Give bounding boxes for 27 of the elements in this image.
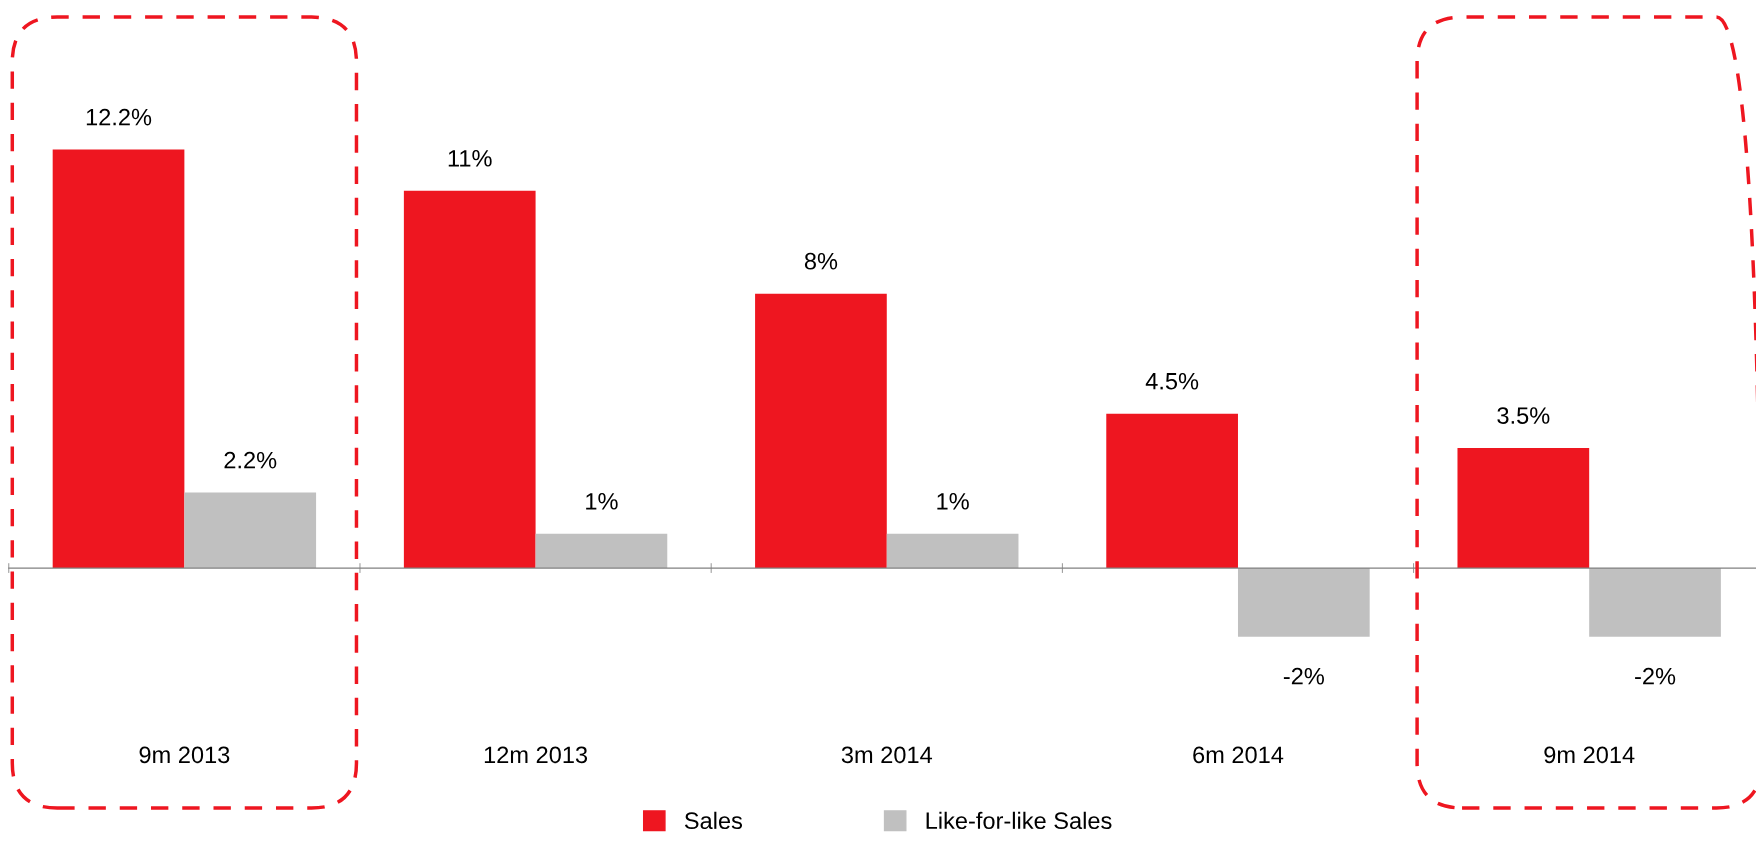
data-label: -2% [1283, 667, 1324, 685]
data-label: 1% [937, 493, 969, 510]
bar [1457, 448, 1590, 569]
x-tick-label: 9m 2013 [139, 746, 230, 764]
bar [1237, 568, 1370, 637]
legend-label: Sales [684, 811, 743, 830]
bar [403, 190, 536, 569]
bar [52, 149, 185, 569]
data-label: 2.2% [224, 451, 277, 469]
legend-label: Like-for-like Sales [926, 811, 1112, 830]
bar [535, 533, 668, 569]
x-tick-label: 3m 2014 [841, 746, 933, 764]
data-label: 3.5% [1497, 407, 1550, 424]
data-label: 8% [804, 252, 838, 270]
bar [755, 293, 887, 569]
x-tick-label: 12m 2013 [484, 746, 588, 764]
x-tick-label: 6m 2014 [1193, 746, 1284, 764]
data-label: 12.2% [86, 108, 152, 126]
data-label: 4.5% [1145, 372, 1199, 390]
x-tick-label: 9m 2014 [1544, 746, 1635, 764]
bar [184, 492, 317, 569]
data-label: -2% [1635, 667, 1676, 685]
data-label: 11% [448, 150, 492, 167]
bar [1106, 413, 1238, 569]
bar [886, 533, 1019, 569]
data-label: 1% [586, 493, 618, 510]
bar [1589, 568, 1721, 637]
